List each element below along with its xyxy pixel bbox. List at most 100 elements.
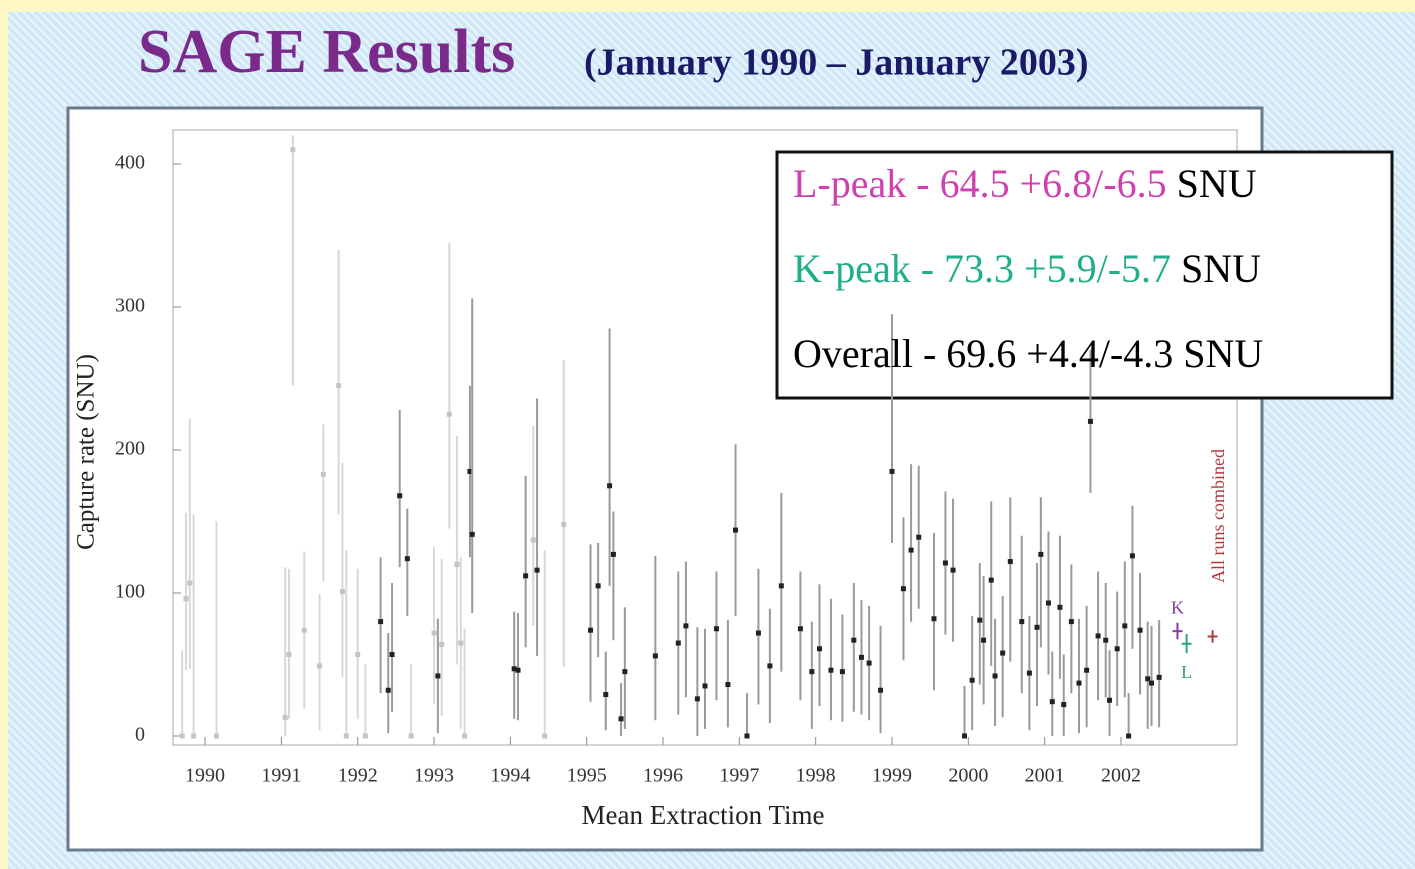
point — [988, 577, 994, 583]
slide: SAGE Results (January 1990 – January 200… — [8, 12, 1415, 869]
point — [942, 560, 948, 566]
point — [1038, 551, 1044, 557]
legend-entry: L-peak - 64.5 +6.8/-6.5 — [793, 161, 1167, 206]
point — [523, 573, 529, 579]
point — [286, 651, 292, 657]
plot-area — [172, 129, 1238, 746]
point — [179, 733, 185, 739]
legend-entry: K-peak - 73.3 +5.9/-5.7 — [793, 246, 1171, 291]
point — [1007, 559, 1013, 565]
point — [839, 669, 845, 675]
point — [561, 521, 567, 527]
point — [462, 733, 468, 739]
legend-box — [775, 150, 1394, 400]
point — [950, 567, 956, 573]
point — [515, 667, 521, 673]
combined-label: L — [1181, 662, 1192, 682]
point — [1084, 667, 1090, 673]
point — [431, 630, 437, 636]
point — [962, 733, 968, 739]
x-axis-label: Mean Extraction Time — [582, 800, 825, 830]
point — [1145, 676, 1151, 682]
point — [889, 468, 895, 474]
point — [1057, 604, 1063, 610]
x-tick-label: 1995 — [567, 765, 607, 787]
point — [992, 673, 998, 679]
chart-subtitle: (January 1990 – January 2003) — [584, 42, 1089, 84]
point — [755, 630, 761, 636]
point — [389, 651, 395, 657]
point — [1068, 619, 1074, 625]
point — [1126, 733, 1132, 739]
point — [1156, 674, 1162, 680]
point — [343, 733, 349, 739]
point — [1049, 699, 1055, 705]
x-tick-label: 1993 — [414, 765, 454, 787]
point — [916, 534, 922, 540]
x-tick-label: 1991 — [261, 765, 301, 787]
point — [1107, 697, 1113, 703]
point — [1122, 623, 1128, 629]
point — [713, 626, 719, 632]
point — [618, 716, 624, 722]
point — [866, 660, 872, 666]
point — [1045, 600, 1051, 606]
point — [1026, 670, 1032, 676]
point — [320, 471, 326, 477]
point — [1087, 418, 1093, 424]
point — [809, 669, 815, 675]
combined-label: K — [1171, 597, 1184, 617]
x-tick-label: 1997 — [719, 765, 759, 787]
point — [446, 411, 452, 417]
point — [1095, 633, 1101, 639]
point — [214, 733, 220, 739]
chart: SAGE Results (January 1990 – January 200… — [66, 18, 1394, 852]
x-tick-label: 2002 — [1101, 765, 1141, 787]
x-tick-label: 1994 — [490, 765, 530, 787]
point — [282, 714, 288, 720]
point — [675, 640, 681, 646]
point — [530, 537, 536, 543]
point — [435, 673, 441, 679]
point — [454, 561, 460, 567]
point — [977, 617, 983, 623]
point — [908, 547, 914, 553]
point — [439, 641, 445, 647]
point — [378, 619, 384, 625]
point — [595, 583, 601, 589]
point — [969, 677, 975, 683]
point — [542, 733, 548, 739]
point — [1034, 624, 1040, 630]
point — [397, 493, 403, 499]
point — [1076, 680, 1082, 686]
y-tick-label: 300 — [115, 295, 145, 317]
point — [744, 733, 750, 739]
point — [931, 616, 937, 622]
x-tick-label: 1996 — [643, 765, 683, 787]
point — [878, 687, 884, 693]
point — [610, 551, 616, 557]
point — [702, 683, 708, 689]
point — [1103, 637, 1109, 643]
x-tick-label: 1998 — [796, 765, 836, 787]
point — [191, 733, 197, 739]
x-tick-label: 1990 — [185, 765, 225, 787]
point — [694, 696, 700, 702]
point — [183, 596, 189, 602]
x-tick-label: 2000 — [948, 765, 988, 787]
point — [603, 692, 609, 698]
y-tick-label: 400 — [115, 152, 145, 174]
point — [290, 147, 296, 153]
point — [467, 468, 473, 474]
point — [1137, 627, 1143, 633]
point — [362, 733, 368, 739]
point — [1019, 619, 1025, 625]
legend-unit: SNU — [1181, 246, 1261, 291]
point — [187, 580, 193, 586]
point — [851, 637, 857, 643]
point — [900, 586, 906, 592]
point — [607, 483, 613, 489]
point — [336, 383, 342, 389]
point — [1061, 702, 1067, 708]
point — [733, 527, 739, 533]
